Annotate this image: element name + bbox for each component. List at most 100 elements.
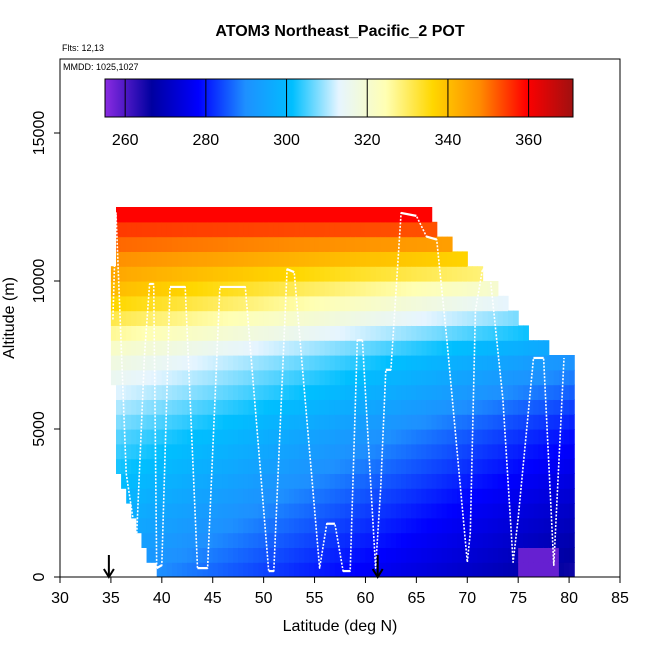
heatmap-cell — [304, 532, 311, 548]
heatmap-cell — [380, 221, 387, 238]
heatmap-cell — [518, 517, 524, 534]
heatmap-cell — [365, 562, 372, 577]
heatmap-cell — [116, 414, 122, 430]
heatmap-cell — [482, 458, 489, 474]
heatmap-cell — [533, 355, 540, 371]
heatmap-cell — [538, 384, 545, 400]
heatmap-cell — [166, 310, 173, 326]
heatmap-cell — [161, 310, 168, 326]
heatmap-cell — [329, 236, 336, 252]
heatmap-cell — [284, 399, 290, 415]
heatmap-cell — [228, 562, 234, 577]
heatmap-cell — [421, 207, 428, 223]
heatmap-cell — [513, 503, 519, 519]
heatmap-cell — [289, 562, 295, 577]
heatmap-cell — [243, 532, 249, 548]
heatmap-cell — [380, 443, 387, 460]
heatmap-cell — [558, 458, 565, 474]
heatmap-cell — [278, 281, 285, 297]
heatmap-cell — [289, 266, 295, 282]
heatmap-cell — [380, 532, 387, 548]
heatmap-cell — [202, 207, 209, 223]
heatmap-cell — [396, 547, 402, 563]
heatmap-cell — [492, 281, 499, 297]
heatmap-cell — [477, 266, 484, 282]
heatmap-cell — [192, 281, 199, 297]
heatmap-cell — [222, 207, 229, 223]
heatmap-cell — [182, 340, 188, 356]
heatmap-cell — [502, 384, 509, 400]
heatmap-cell — [284, 369, 290, 386]
heatmap-cell — [411, 355, 417, 371]
flight-level-leg — [286, 268, 295, 274]
heatmap-cell — [365, 266, 372, 282]
heatmap-cell — [238, 384, 244, 400]
heatmap-cell — [192, 399, 199, 415]
heatmap-cell — [212, 429, 219, 445]
heatmap-cell — [253, 473, 260, 489]
heatmap-cell — [217, 562, 224, 577]
heatmap-cell — [258, 414, 265, 430]
heatmap-cell — [548, 369, 555, 386]
heatmap-cell — [543, 473, 550, 489]
heatmap-cell — [146, 340, 153, 356]
heatmap-cell — [390, 429, 397, 445]
heatmap-cell — [284, 429, 290, 445]
heatmap-cell — [121, 473, 127, 489]
heatmap-cell — [416, 340, 423, 356]
heatmap-cell — [385, 532, 392, 548]
heatmap-cell — [192, 562, 199, 577]
heatmap-cell — [482, 340, 489, 356]
heatmap-cell — [217, 236, 224, 252]
heatmap-cell — [457, 369, 463, 386]
heatmap-cell — [233, 281, 239, 297]
heatmap-cell — [197, 443, 204, 460]
heatmap-cell — [375, 281, 382, 297]
heatmap-cell — [334, 503, 341, 519]
heatmap-cell — [284, 532, 290, 548]
heatmap-cell — [243, 221, 249, 238]
heatmap-cell — [452, 251, 458, 267]
heatmap-cell — [233, 221, 239, 238]
heatmap-cell — [355, 251, 361, 267]
heatmap-cell — [426, 236, 433, 252]
heatmap-cell — [284, 414, 290, 430]
heatmap-cell — [212, 207, 219, 223]
heatmap-cell — [268, 503, 275, 519]
heatmap-cell — [273, 236, 280, 252]
heatmap-cell — [253, 236, 260, 252]
heatmap-cell — [401, 251, 407, 267]
heatmap-cell — [472, 443, 479, 460]
heatmap-cell — [238, 517, 244, 534]
heatmap-cell — [294, 355, 300, 371]
heatmap-cell — [462, 547, 468, 563]
heatmap-cell — [416, 207, 423, 223]
heatmap-cell — [110, 369, 117, 386]
heatmap-cell — [416, 266, 423, 282]
heatmap-cell — [172, 310, 178, 326]
heatmap-cell — [228, 384, 234, 400]
heatmap-cell — [217, 384, 224, 400]
heatmap-cell — [390, 488, 397, 504]
heatmap-cell — [238, 310, 244, 326]
heatmap-cell — [390, 473, 397, 489]
heatmap-cell — [431, 369, 438, 386]
heatmap-cell — [243, 473, 249, 489]
heatmap-cell — [273, 517, 280, 534]
heatmap-cell — [304, 266, 311, 282]
heatmap-cell — [350, 295, 356, 312]
heatmap-cell — [538, 443, 545, 460]
heatmap-cell — [487, 369, 494, 386]
heatmap-cell — [192, 443, 199, 460]
heatmap-cell — [121, 384, 127, 400]
heatmap-cell — [482, 503, 489, 519]
heatmap-cell — [452, 488, 458, 504]
heatmap-cell — [513, 443, 519, 460]
heatmap-cell — [385, 473, 392, 489]
heatmap-cell — [355, 488, 361, 504]
heatmap-cell — [248, 517, 255, 534]
heatmap-cell — [467, 295, 473, 312]
heatmap-cell — [492, 517, 499, 534]
heatmap-cell — [492, 295, 499, 312]
heatmap-cell — [278, 517, 285, 534]
